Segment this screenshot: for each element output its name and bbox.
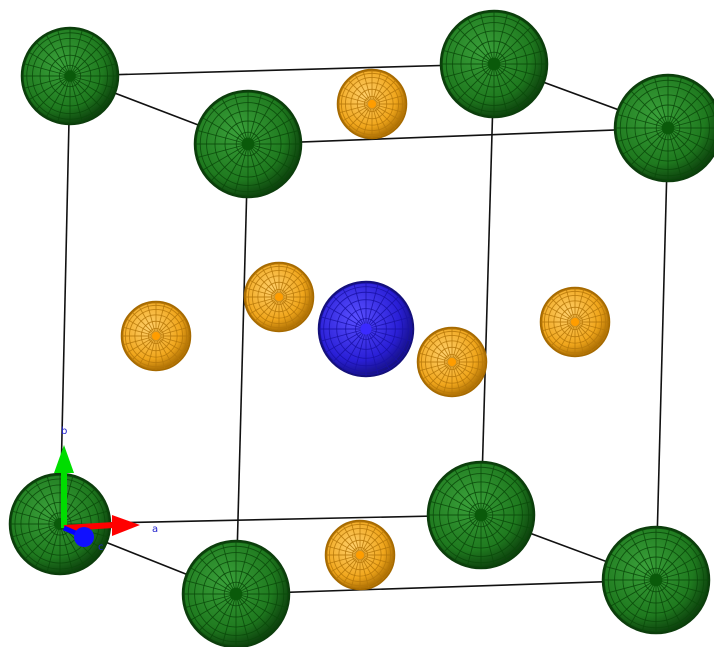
corner-atom[interactable]: [426, 460, 536, 570]
a-axis-arrowhead: [112, 515, 140, 536]
face-atom[interactable]: [539, 286, 611, 358]
a-axis-arrow: [63, 522, 115, 531]
corner-atom[interactable]: [181, 539, 291, 647]
face-atom[interactable]: [416, 326, 488, 398]
corner-atom[interactable]: [193, 89, 303, 199]
cell-edge: [235, 143, 249, 595]
face-atom[interactable]: [120, 300, 192, 372]
face-atom[interactable]: [324, 519, 396, 591]
corner-atom[interactable]: [439, 9, 549, 119]
axis-indicator: a b c: [54, 426, 158, 553]
cell-edge: [235, 579, 657, 595]
cell-edge: [59, 75, 71, 525]
face-atom[interactable]: [336, 68, 408, 140]
a-axis-label: a: [152, 524, 158, 535]
cell-edge: [480, 63, 495, 516]
c-axis-label: c: [98, 542, 104, 553]
cell-edge: [69, 63, 495, 77]
b-axis-arrowhead: [54, 445, 74, 473]
corner-atom[interactable]: [613, 73, 714, 183]
face-atom[interactable]: [243, 261, 315, 333]
cell-edge: [247, 127, 669, 145]
b-axis-label: b: [61, 426, 67, 437]
corner-atom[interactable]: [601, 525, 711, 635]
cell-edge: [655, 127, 669, 581]
corner-atom[interactable]: [20, 26, 120, 126]
c-axis-arrowhead: [74, 527, 94, 547]
body-atom[interactable]: [317, 280, 415, 378]
